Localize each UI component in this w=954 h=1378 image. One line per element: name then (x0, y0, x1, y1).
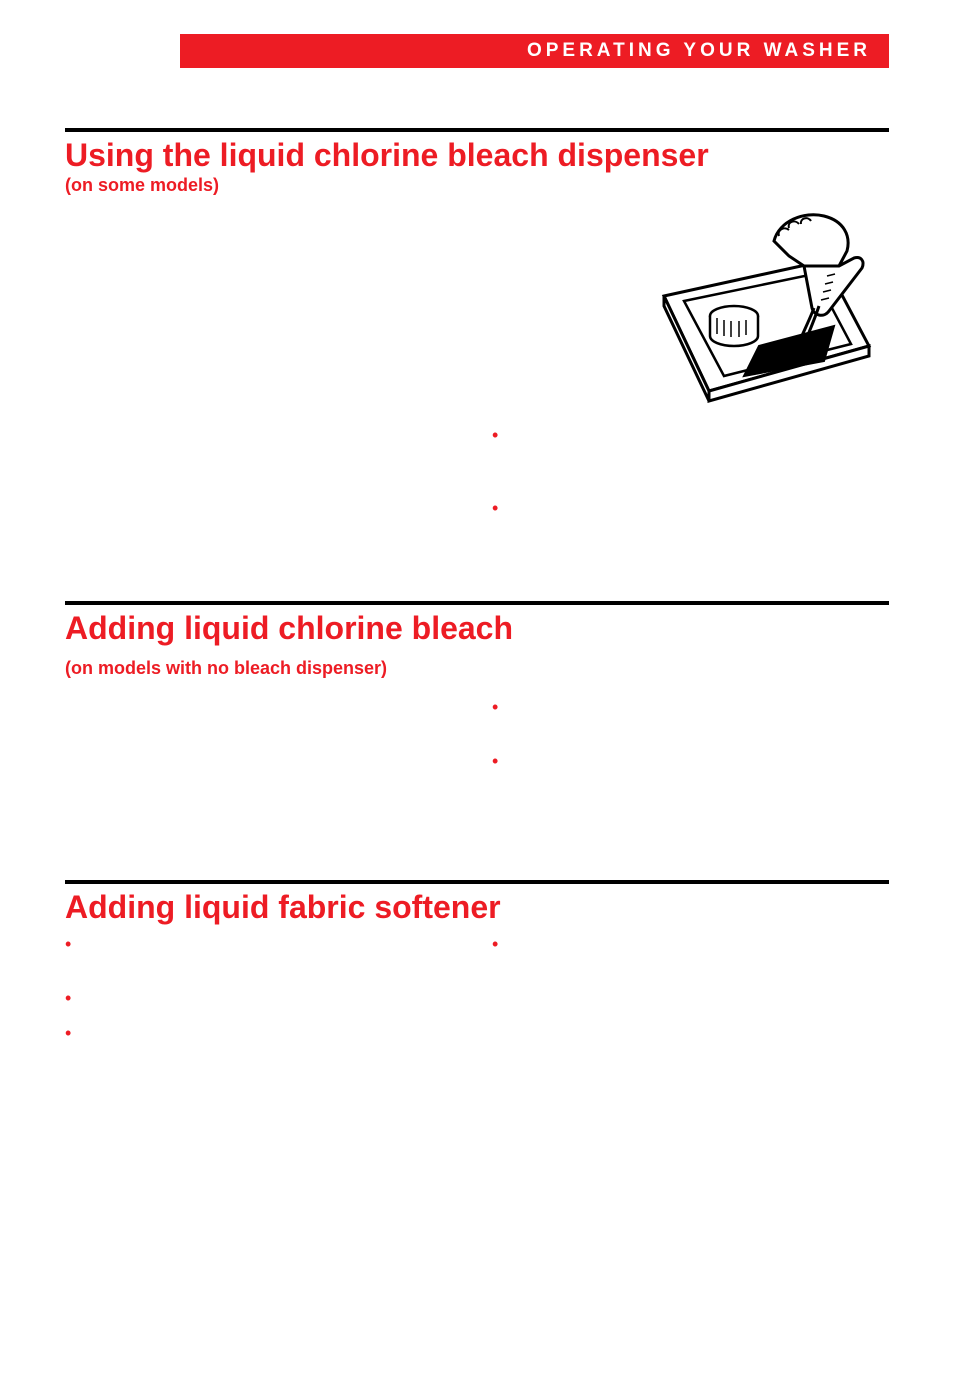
bullet-item: Never pour undiluted liquid chlorine ble… (492, 426, 889, 483)
section3-title: Adding liquid fabric softener (65, 890, 889, 925)
bullet-item: Do not use more than 1 cup for a full lo… (492, 752, 889, 790)
bullet-item: Never pour undiluted liquid chlorine ble… (492, 698, 889, 736)
para: 1. Let the washer fill and begin agitati… (65, 737, 462, 794)
para: 2. Dilute the bleach with at least 1 qua… (65, 803, 462, 822)
section3-right-col: Do not use a dispensing ball in your was… (492, 935, 889, 1096)
bleach-dispenser-illustration (629, 206, 889, 426)
bullet-item: Do not use a dispensing ball in your was… (492, 935, 889, 973)
rule (65, 128, 889, 132)
para: 2. Pour the bleach into the dispenser be… (65, 350, 462, 388)
section2-right-col: Never pour undiluted liquid chlorine ble… (492, 656, 889, 832)
page-number: 11 (874, 1312, 889, 1328)
section1-subtitle: (on some models) (65, 175, 889, 196)
para: The dispenser automatically dilutes the … (65, 206, 462, 263)
rule (65, 601, 889, 605)
section1-title: Using the liquid chlorine bleach dispens… (65, 138, 889, 173)
bullet-item: Use the amount recommended on the packag… (65, 989, 462, 1008)
section1-left-col: The dispenser automatically dilutes the … (65, 206, 462, 552)
header-title: OPERATING YOUR WASHER (180, 34, 889, 68)
bullet-item: To avoid staining clothes, do not drip s… (65, 1024, 462, 1081)
para: Follow these steps when using the dispen… (65, 273, 462, 292)
section2-subtitle: (on models with no bleach dispenser) (65, 658, 462, 679)
para: 1. Measure the recommended amount of liq… (65, 302, 462, 340)
para: Use these steps when adding liquid chlor… (65, 689, 462, 727)
section3-left-col: Add fabric softener during the final rin… (65, 935, 462, 1096)
bullet-item: Do not use more than one cup for a full … (492, 499, 889, 537)
bullet-item: Add fabric softener during the final rin… (65, 935, 462, 973)
section2-left-col: (on models with no bleach dispenser) Use… (65, 656, 462, 832)
header-bar: OPERATING YOUR WASHER (65, 34, 889, 68)
section1-right-col: Never pour undiluted liquid chlorine ble… (492, 206, 889, 552)
rule (65, 880, 889, 884)
section2-title: Adding liquid chlorine bleach (65, 611, 889, 646)
